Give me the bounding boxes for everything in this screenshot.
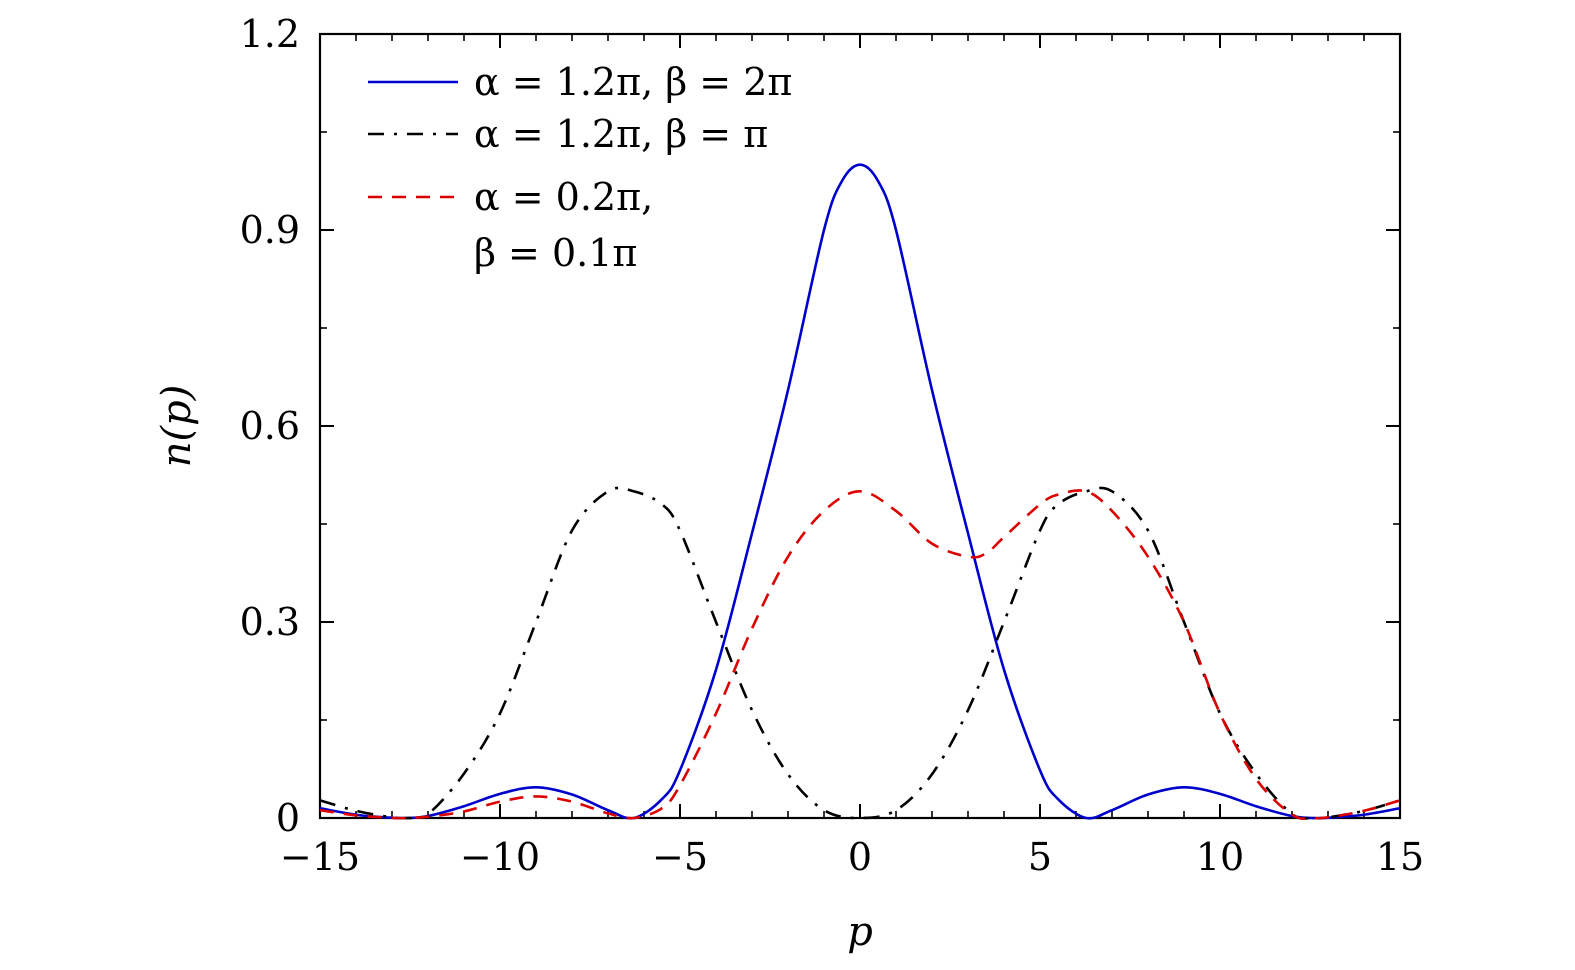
legend: α = 1.2π, β = 2π α = 1.2π, β = π α = 0.2π,… [368, 60, 792, 275]
y-tick-label: 1.2 [240, 12, 300, 56]
y-tick-label: 0.9 [240, 208, 300, 252]
y-axis-title: n(p) [154, 385, 200, 468]
x-tick-label: 0 [848, 835, 872, 879]
series-line-3 [319, 489, 1401, 820]
x-axis-title: p [847, 909, 873, 955]
x-tick-label: −5 [652, 835, 708, 879]
legend-label-3: β = 0.1π [474, 231, 637, 275]
x-tick-label: 15 [1376, 835, 1424, 879]
legend-label-3: α = 0.2π, [474, 175, 653, 219]
x-tick-label: −10 [460, 835, 540, 879]
y-tick-label: 0.3 [240, 600, 300, 644]
series-line-1 [319, 163, 1401, 820]
series-line-2 [319, 486, 1401, 820]
series-lines [319, 163, 1401, 820]
legend-label-2: α = 1.2π, β = π [474, 112, 768, 156]
x-tick-label: −15 [280, 835, 360, 879]
y-tick-label: 0 [276, 796, 300, 840]
x-tick-label: 5 [1028, 835, 1052, 879]
x-tick-label: 10 [1196, 835, 1244, 879]
y-tick-label: 0.6 [240, 404, 300, 448]
legend-label-1: α = 1.2π, β = 2π [474, 60, 792, 104]
axis-ticks: −15 −10 −5 0 5 10 15 0 0.3 0.6 0.9 1.2 [240, 12, 1425, 879]
